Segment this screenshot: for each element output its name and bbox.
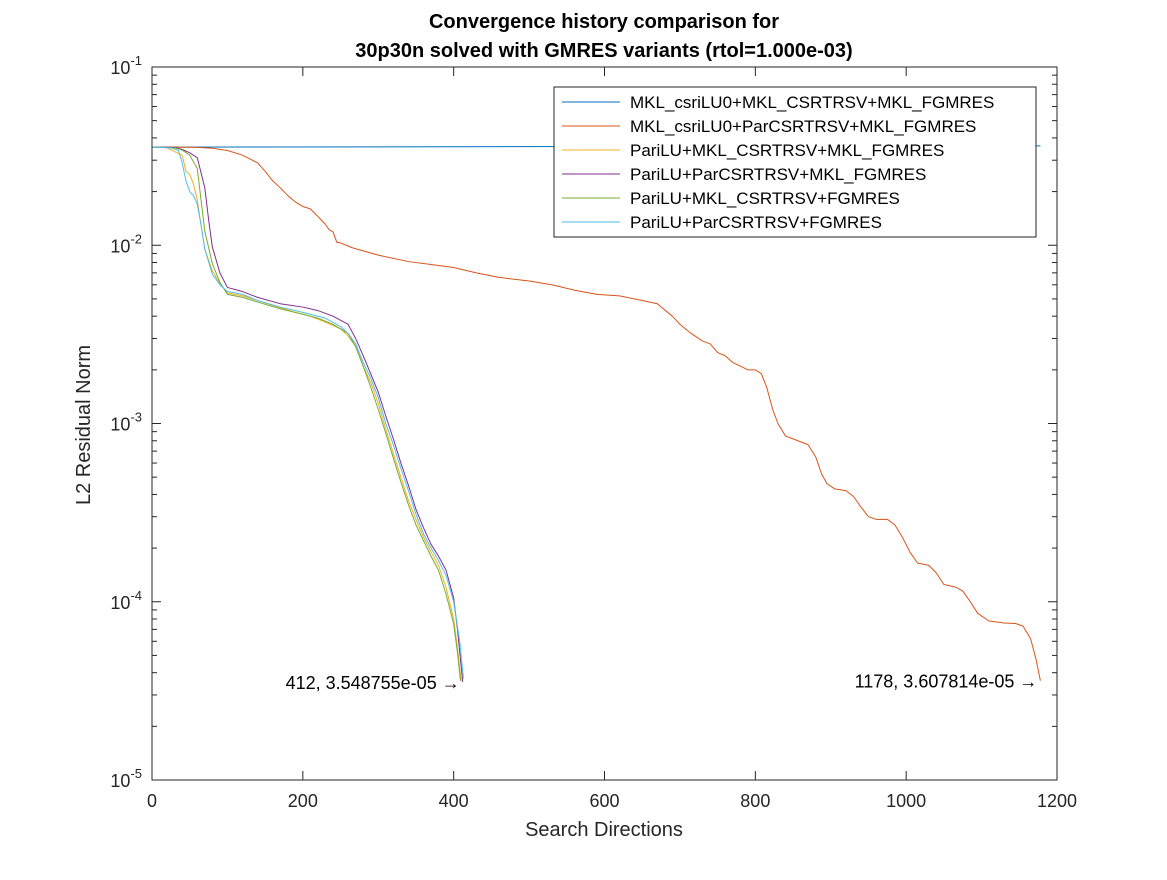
x-axis-label: Search Directions (525, 819, 683, 841)
x-tick-label: 1000 (886, 791, 926, 811)
y-tick-label: 10-5 (110, 766, 142, 791)
chart-title-line-1: Convergence history comparison for (429, 11, 779, 33)
legend-box (553, 86, 1037, 238)
y-tick-label: 10-4 (110, 588, 142, 613)
legend: MKL_csriLU0+MKL_CSRTRSV+MKL_FGMRES MKL_cs… (553, 86, 1037, 238)
chart-title-line-2: 30p30n solved with GMRES variants (rtol=… (355, 40, 852, 62)
y-tick-label: 10-1 (110, 53, 142, 78)
x-tick-label: 400 (439, 791, 469, 811)
x-tick-label: 0 (147, 791, 157, 811)
legend-entry-label: PariLU+MKL_CSRTRSV+MKL_FGMRES (630, 141, 944, 160)
x-tick-label: 1200 (1037, 791, 1077, 811)
plot-area (151, 145, 1041, 682)
series-line-3 (152, 146, 462, 681)
y-axis-label: L2 Residual Norm (73, 345, 95, 505)
x-tick-label: 600 (589, 791, 619, 811)
x-tick-label: 800 (740, 791, 770, 811)
point-annotation: 412, 3.548755e-05 → (286, 673, 460, 693)
annotations: 412, 3.548755e-05 → 1178, 3.607814e-05 → (286, 672, 1038, 693)
y-tick-label: 10-2 (110, 231, 142, 256)
series-line-4 (151, 146, 464, 682)
series-line-2 (151, 146, 1041, 681)
legend-entry-label: PariLU+ParCSRTRSV+MKL_FGMRES (630, 165, 926, 184)
legend-entry-label: PariLU+MKL_CSRTRSV+FGMRES (630, 189, 900, 208)
legend-entry-label: MKL_csriLU0+ParCSRTRSV+MKL_FGMRES (630, 117, 976, 136)
legend-entry-label: MKL_csriLU0+MKL_CSRTRSV+MKL_FGMRES (630, 93, 994, 112)
x-tick-label: 200 (288, 791, 318, 811)
axes: 0 200 400 600 800 1000 1200 10-5 10-4 10-3 10-2 10-… (110, 53, 1077, 811)
point-annotation: 1178, 3.607814e-05 → (855, 672, 1038, 692)
y-tick-label: 10-3 (110, 410, 142, 435)
series-line-6 (151, 146, 464, 679)
legend-entry-label: PariLU+ParCSRTRSV+FGMRES (630, 213, 882, 232)
